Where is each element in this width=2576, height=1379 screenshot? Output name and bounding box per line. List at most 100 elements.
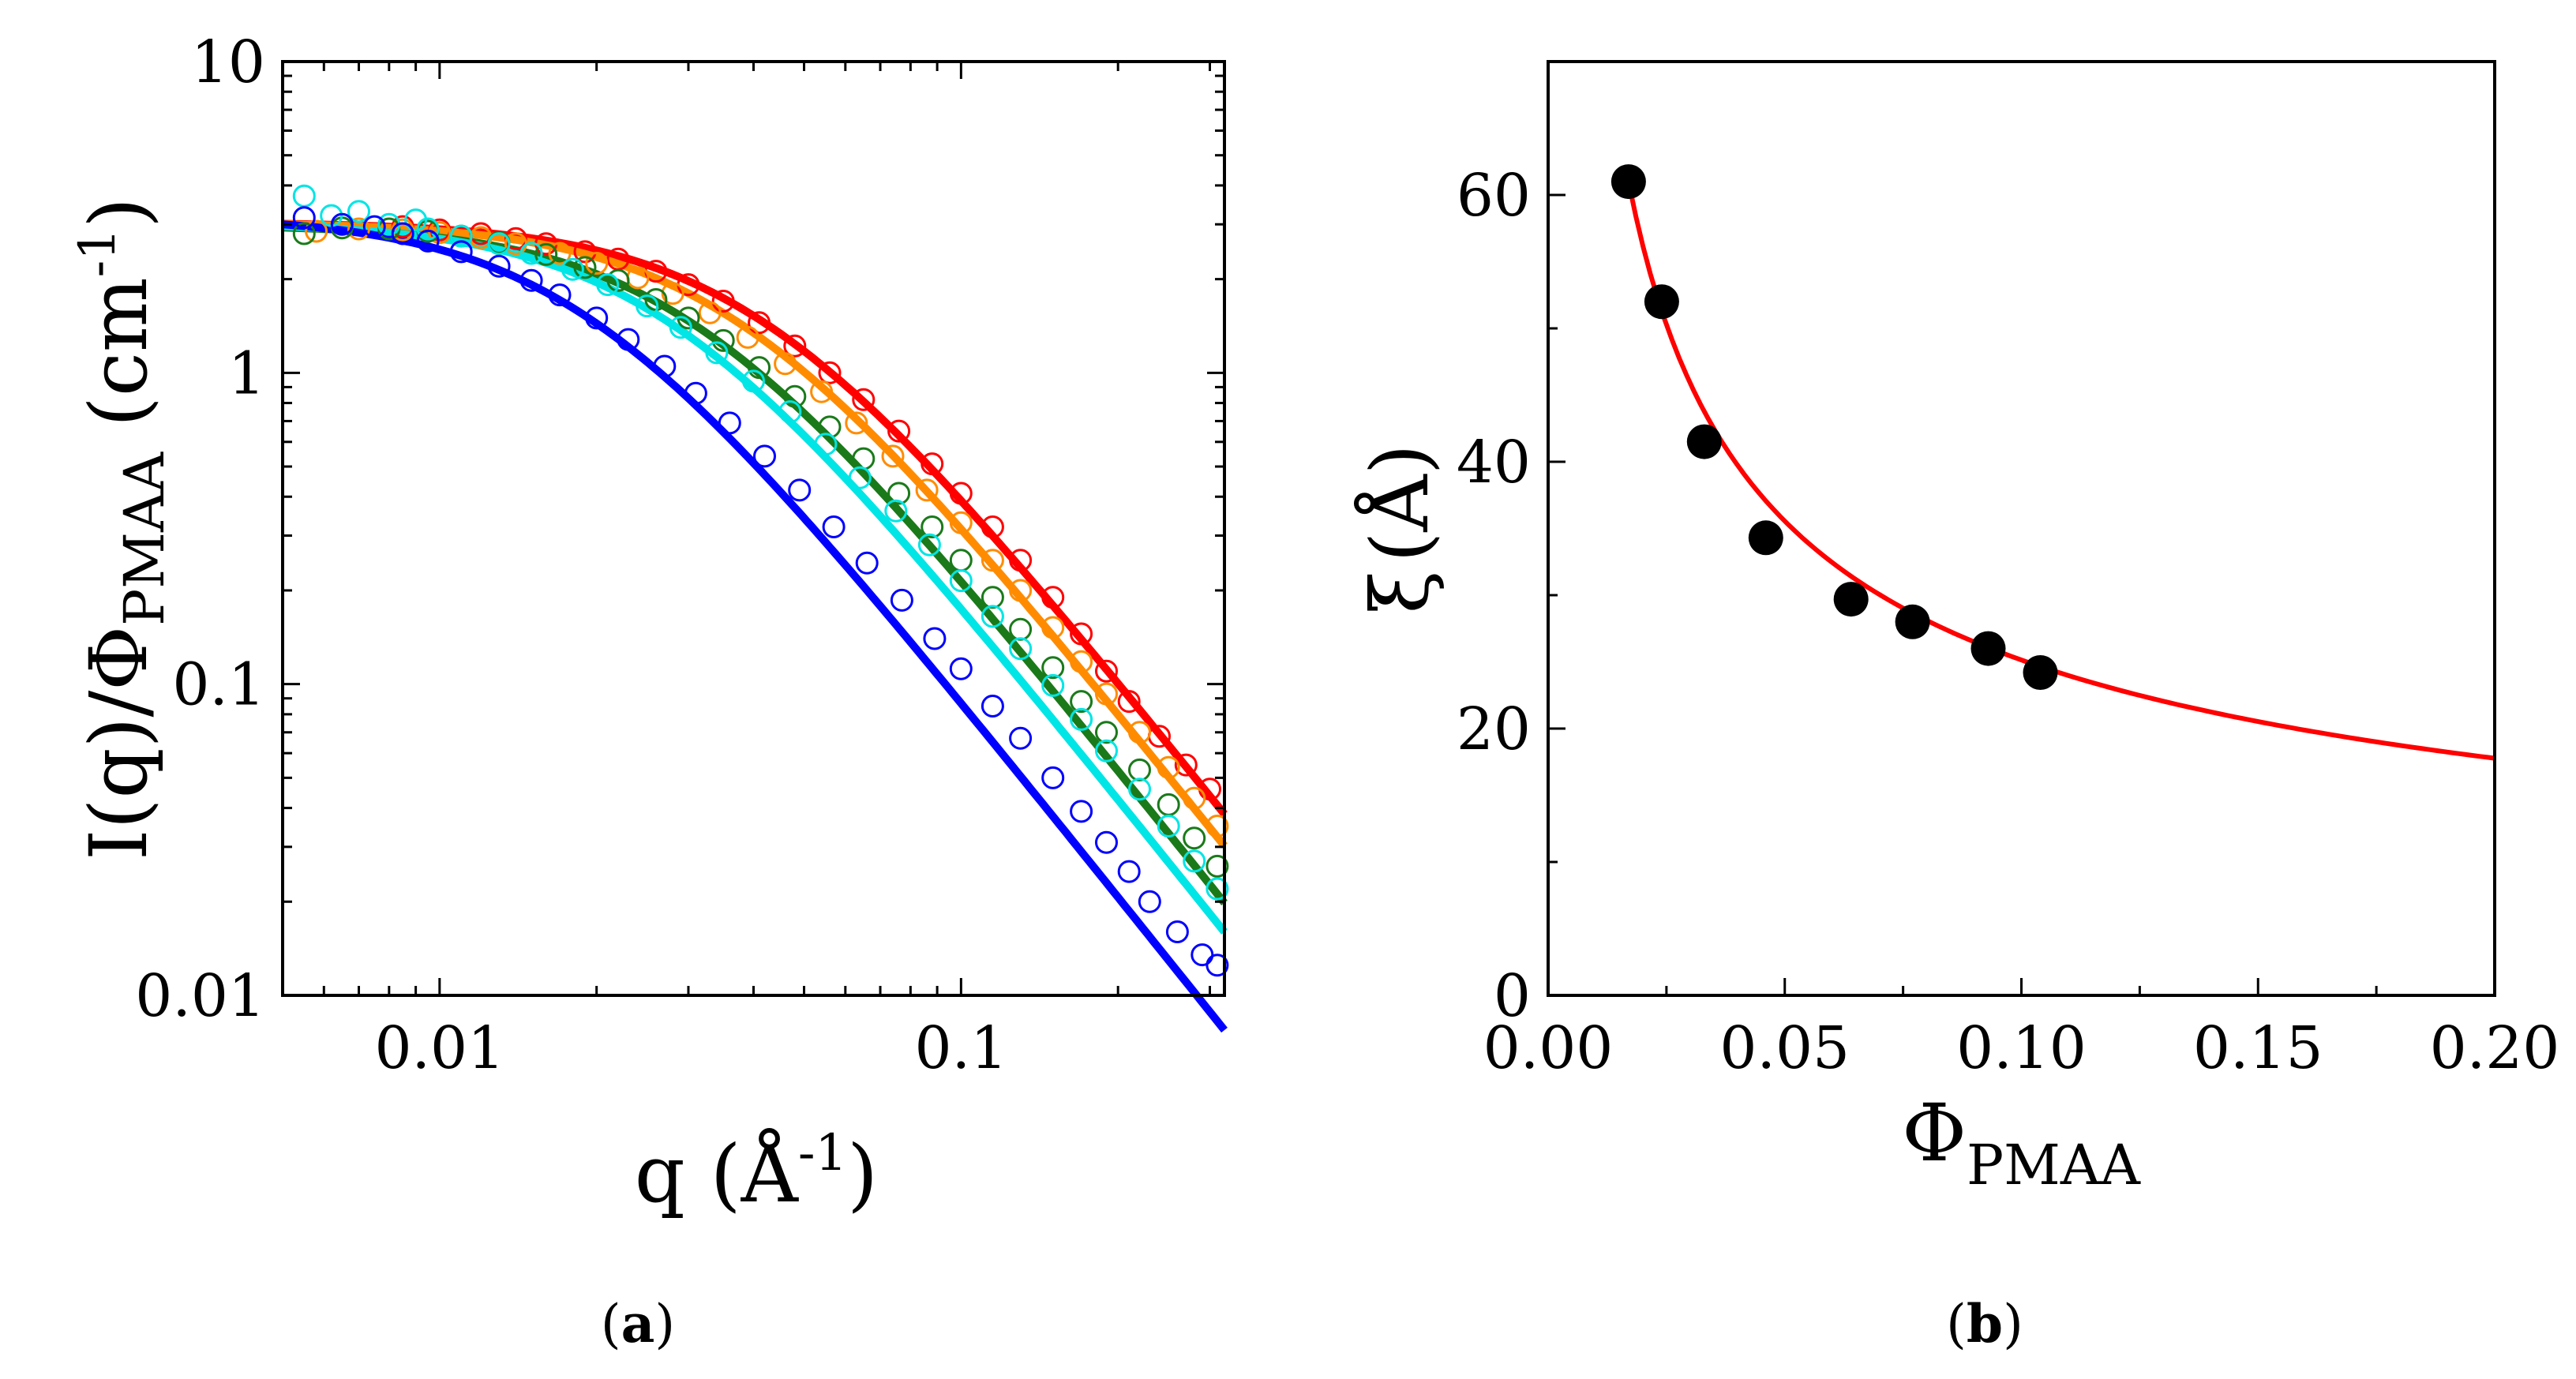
panel-a-marker-cyan <box>1095 739 1118 763</box>
panel-a-marker-orange <box>949 511 973 534</box>
panel-a-points <box>292 184 1229 977</box>
panel-a-marker-cyan <box>1206 877 1229 901</box>
panel-a-marker-orange <box>305 219 328 243</box>
panel-a-marker-red <box>504 227 527 250</box>
panel-a-marker-cyan <box>705 341 729 365</box>
panel-a-marker-blue <box>653 354 677 378</box>
panel-a-marker-cyan <box>981 605 1004 628</box>
panel-b-ticks <box>1547 60 2496 997</box>
panel-b-data-point <box>1970 631 2006 666</box>
panel-a-marker-green <box>818 415 842 439</box>
panel-b-y-tick-label: 40 <box>1457 429 1531 497</box>
panel-a-marker-blue <box>362 215 386 238</box>
panel-a-marker-red <box>573 240 597 264</box>
panel-a-marker-orange <box>845 411 868 435</box>
panel-a-marker-blue <box>1206 954 1229 977</box>
panel-a-marker-cyan <box>561 257 584 281</box>
panel-a-x-tick-label: 0.1 <box>914 1014 1007 1082</box>
panel-a-marker-blue <box>617 328 640 351</box>
panel-a-marker-blue <box>684 381 707 405</box>
panel-a-fit-line-cyan <box>282 222 1228 935</box>
panel-a-marker-blue <box>330 212 354 236</box>
panel-a-marker-orange <box>1041 616 1065 639</box>
panel-a-marker-cyan <box>1070 707 1093 731</box>
panel-a-marker-blue <box>822 515 846 538</box>
panel-b-x-tick-label: 0.05 <box>1719 1014 1850 1082</box>
panel-a-marker-green <box>783 384 807 408</box>
panel-a-marker-green <box>534 242 558 266</box>
panel-a-marker-red <box>921 452 944 476</box>
panel-a-y-tick-label: 0.01 <box>135 962 265 1030</box>
panel-a-marker-orange <box>1070 650 1093 673</box>
panel-b-data-point <box>1610 164 1646 200</box>
panel-a-marker-cyan <box>487 232 511 256</box>
panel-a-marker-blue <box>1117 860 1141 883</box>
panel-b-data-point <box>1895 604 1930 639</box>
panel-a-marker-blue <box>1070 800 1093 823</box>
panel-a-marker-cyan <box>1009 637 1033 661</box>
panel-b-y-tick-label: 20 <box>1457 695 1531 763</box>
panel-a-marker-blue <box>1191 943 1214 967</box>
panel-a-marker-blue <box>519 268 543 292</box>
panel-a-marker-orange <box>548 242 572 265</box>
panel-a-marker-orange <box>881 444 905 468</box>
panel-b-tick-labels: 0.00 0.05 0.10 0.15 0.20 0 20 40 60 <box>1457 162 2560 1082</box>
panel-a-fit-line-orange <box>282 220 1228 849</box>
panel-a-marker-cyan <box>1157 815 1180 838</box>
panel-a-marker-cyan <box>1041 673 1065 697</box>
panel-a-marker-orange <box>1095 682 1118 706</box>
panel-a-marker-cyan <box>778 400 802 424</box>
panel-a-marker-cyan <box>292 184 316 208</box>
panel-a-marker-green <box>981 586 1004 609</box>
panel-a-marker-cyan <box>1128 778 1151 801</box>
panel-a-marker-orange <box>428 221 452 245</box>
panel-a-marker-orange <box>661 282 684 305</box>
panel-a-marker-orange <box>585 252 609 275</box>
panel-a-marker-blue <box>449 240 473 264</box>
panel-a-x-axis-label: q (Å-1) <box>635 1124 878 1220</box>
panel-a-marker-red <box>1070 622 1093 646</box>
panel-a-marker-green <box>1157 793 1180 816</box>
panel-a-marker-orange <box>698 301 722 324</box>
panel-a-fit-line-blue <box>282 220 1228 1033</box>
panel-a-marker-green <box>1183 826 1206 850</box>
panel-a-marker-blue <box>1095 830 1118 854</box>
panel-b-data-point <box>1748 520 1783 556</box>
panel-a-marker-red <box>783 334 807 358</box>
panel-b-y-axis-label: ξ(Å) <box>1354 444 1446 613</box>
panel-a-marker-blue <box>923 627 947 650</box>
panel-a-marker-cyan <box>742 369 765 393</box>
panel-b-y-tick-label: 0 <box>1494 962 1531 1030</box>
panel-a-marker-blue <box>1165 920 1189 943</box>
panel-a-marker-cyan <box>596 273 620 297</box>
panel-a-marker-green <box>852 447 876 470</box>
panel-a-marker-orange <box>1157 755 1180 779</box>
panel-a-marker-cyan <box>519 242 543 265</box>
panel-a-marker-green <box>748 356 771 380</box>
panel-a-caption: (a) <box>601 1293 675 1355</box>
panel-b-data-point <box>1644 284 1679 320</box>
panel-b-x-tick-label: 0.15 <box>2193 1014 2323 1082</box>
panel-a-marker-blue <box>487 254 511 278</box>
panel-a-y-tick-label: 1 <box>228 339 265 407</box>
panel-a-marker-green <box>1041 656 1065 680</box>
panel-a-y-tick-label: 10 <box>191 28 265 96</box>
panel-a-y-axis-label: I(q)/ΦPMAA (cm-1) <box>69 197 177 860</box>
panel-a-marker-cyan <box>814 433 838 456</box>
panel-a-marker-blue <box>855 551 879 575</box>
panel-b-x-tick-label: 0.00 <box>1483 1014 1614 1082</box>
panel-a-marker-orange <box>774 352 797 376</box>
panel-a-marker-red <box>1095 659 1118 683</box>
panel-a-curves <box>282 219 1228 1033</box>
panel-a-marker-red <box>711 290 735 313</box>
panel-a-marker-orange <box>1183 786 1206 810</box>
panel-a-marker-green <box>1128 758 1151 781</box>
panel-a-marker-blue <box>1041 766 1065 789</box>
panel-a-marker-orange <box>1128 721 1151 744</box>
panel-a-marker-green <box>1070 690 1093 714</box>
panel-a-marker-green <box>1009 617 1033 641</box>
panel-a-marker-green <box>711 328 735 352</box>
panel-b-x-tick-label: 0.20 <box>2430 1014 2560 1082</box>
panel-a-marker-orange <box>981 549 1004 572</box>
